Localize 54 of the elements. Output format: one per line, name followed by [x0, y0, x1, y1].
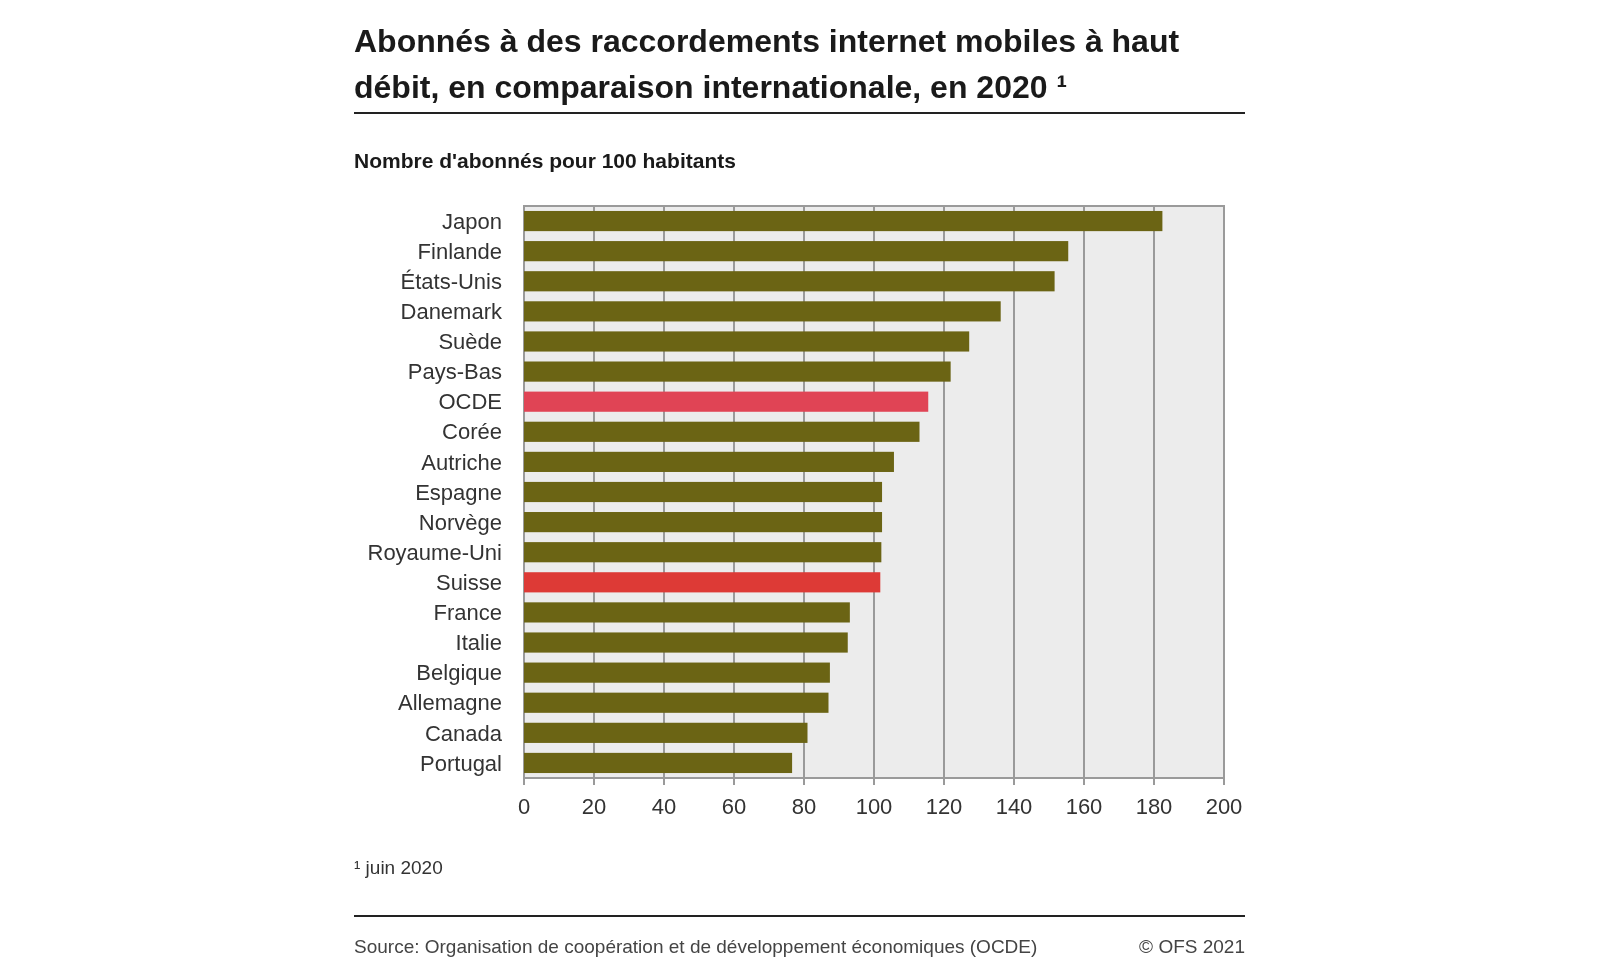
y-tick-label: Canada [424, 720, 503, 746]
x-tick-label: 140 [995, 794, 1033, 819]
bar [524, 481, 883, 503]
y-tick-label: Portugal [420, 750, 502, 776]
x-tick-label: 20 [581, 794, 607, 819]
bar [524, 271, 1055, 292]
y-tick-label: Italie [455, 630, 502, 656]
y-tick-label: France [433, 600, 502, 626]
y-tick-label: Norvège [418, 509, 502, 535]
y-tick-label: OCDE [438, 389, 502, 415]
x-tick-label: 100 [855, 794, 893, 819]
y-tick-label: Espagne [415, 479, 502, 505]
bar [524, 391, 929, 412]
y-tick-label: Suisse [435, 570, 502, 596]
bar [524, 722, 808, 743]
y-tick-label: Royaume-Uni [367, 539, 502, 565]
bar [524, 632, 848, 653]
y-tick-label: Danemark [400, 299, 503, 325]
bar [524, 692, 829, 713]
bar [524, 331, 970, 352]
x-tick-label: 160 [1065, 794, 1103, 819]
x-tick-label: 80 [791, 794, 817, 819]
x-tick-label: 120 [925, 794, 963, 819]
bar [524, 421, 920, 442]
y-tick-label: Suède [438, 329, 502, 355]
bar [524, 241, 1069, 262]
text: © OFS 2021 [1139, 936, 1245, 957]
text: ¹ juin 2020 [354, 857, 443, 878]
bar [524, 301, 1001, 322]
source-note: Source: Organisation de coopération et de développement économiques (OCDE) [354, 936, 1038, 957]
bar [524, 361, 951, 382]
bar [524, 451, 894, 472]
y-tick-label: Corée [442, 419, 502, 445]
chart-title: Abonnés à des raccordements internet mobiles à haut débit, en comparaison internationale, en 2020 ¹ [354, 23, 1180, 105]
y-tick-label: Belgique [416, 660, 502, 686]
y-tick-label: États-Unis [400, 268, 502, 294]
y-tick-label: Allemagne [398, 690, 502, 716]
y-tick-label: Finlande [417, 238, 502, 264]
y-tick-label: Japon [442, 208, 502, 234]
x-tick-label: 60 [721, 794, 747, 819]
chart-subtitle: Nombre d'abonnés pour 100 habitants [354, 149, 736, 172]
bar [524, 572, 881, 593]
bar [524, 210, 1163, 232]
x-tick-label: 200 [1205, 794, 1243, 819]
y-tick-label: Pays-Bas [407, 359, 502, 385]
bar [524, 602, 850, 623]
x-tick-label: 0 [517, 794, 531, 819]
bar [524, 512, 883, 533]
bar [524, 662, 830, 683]
x-tick-label: 40 [651, 794, 677, 819]
bar [524, 542, 882, 563]
x-tick-label: 180 [1135, 794, 1173, 819]
y-tick-label: Autriche [421, 449, 502, 475]
bar [524, 752, 793, 774]
